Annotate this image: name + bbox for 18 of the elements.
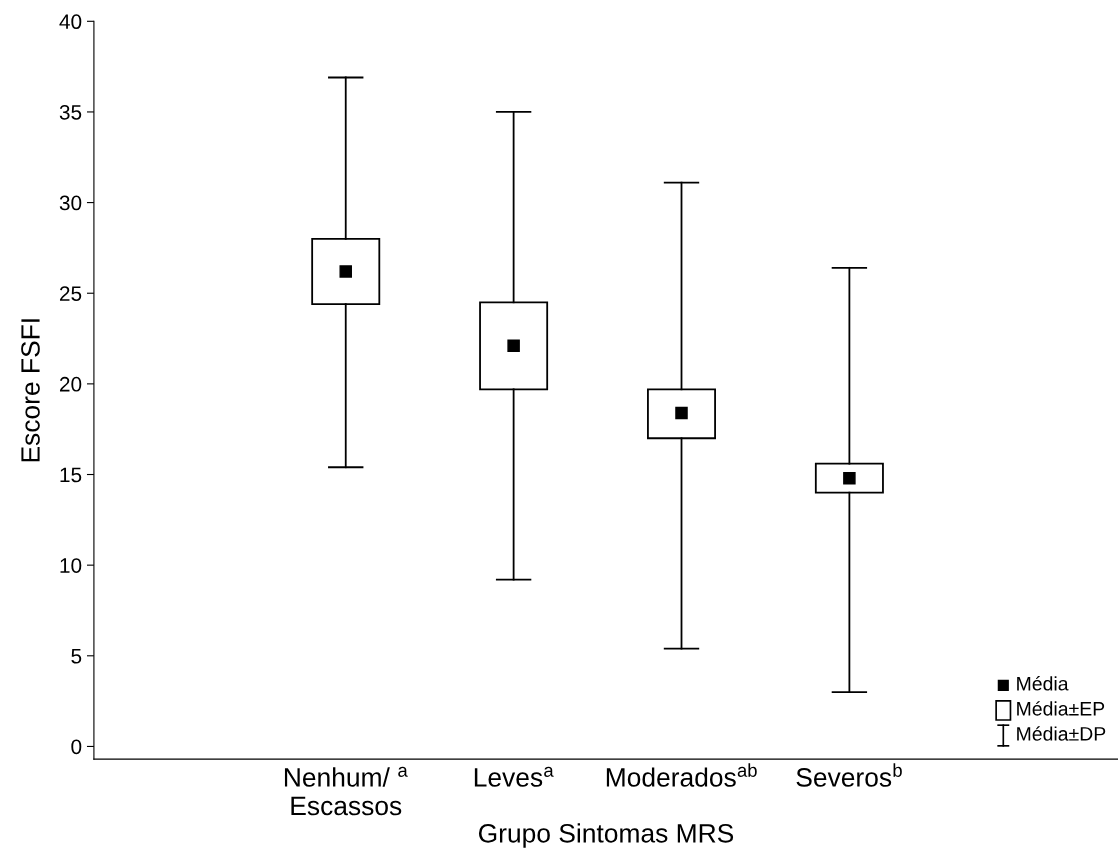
text: Média: [1017, 676, 1069, 691]
y-tick-label: 35: [59, 104, 82, 120]
y-tick-label: 25: [59, 286, 82, 301]
y-tick-label: 5: [71, 649, 82, 664]
text: Média±DP: [1017, 726, 1106, 741]
y-tick-label: 20: [59, 376, 82, 392]
y-tick-label: 30: [59, 195, 82, 211]
y-tick-label: 0: [71, 739, 82, 755]
x-axis-title: Grupo Sintomas MRS: [478, 823, 734, 848]
y-tick-label: 40: [59, 14, 82, 30]
y-tick-label: 15: [60, 467, 82, 483]
y-tick-label: 10: [60, 558, 82, 573]
x-tick-label: Moderados$^{ab}$: [606, 763, 757, 787]
x-tick-label: Nenhum/ $^{a}$ Escassos: [284, 766, 408, 816]
x-tick-label: Severos$^{b}$: [796, 763, 902, 787]
text: Média±EP: [1017, 701, 1105, 716]
y-axis-title: Escore FSFI: [21, 319, 40, 462]
x-tick-label: Leves$^{a}$: [474, 766, 554, 787]
